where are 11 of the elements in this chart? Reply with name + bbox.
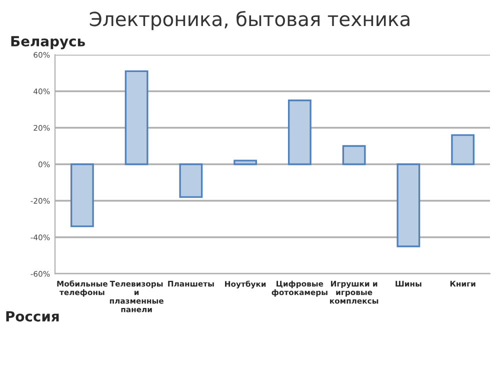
bar	[70, 163, 94, 228]
bar	[124, 70, 148, 166]
bar	[288, 100, 312, 166]
text: Беларусь	[11, 36, 85, 50]
bar	[342, 145, 366, 166]
bar	[179, 163, 203, 198]
chart-title: Электроника, бытовая техника	[90, 10, 410, 30]
bar	[396, 163, 420, 248]
bar	[451, 134, 475, 166]
text: Россия	[6, 311, 59, 322]
bar	[234, 160, 258, 166]
